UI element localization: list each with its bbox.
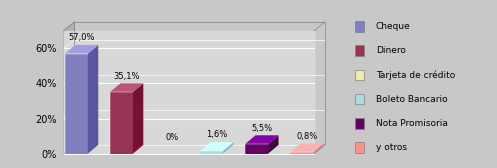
Polygon shape [223,142,234,154]
Polygon shape [65,54,88,154]
Polygon shape [88,45,98,154]
Polygon shape [245,144,268,154]
Text: Boleto Bancario: Boleto Bancario [376,95,447,104]
Polygon shape [74,22,325,145]
Polygon shape [64,22,74,154]
Text: Dinero: Dinero [376,46,406,55]
Polygon shape [64,31,314,154]
Polygon shape [355,45,364,56]
Polygon shape [110,83,143,92]
Polygon shape [290,152,313,154]
Polygon shape [64,145,325,154]
Polygon shape [133,83,143,154]
Polygon shape [245,135,278,144]
Text: 35,1%: 35,1% [113,72,140,81]
Polygon shape [355,70,364,80]
Polygon shape [290,143,324,152]
Polygon shape [268,135,278,154]
Text: Tarjeta de crédito: Tarjeta de crédito [376,70,455,80]
Text: 0%: 0% [165,133,178,142]
Polygon shape [200,142,234,151]
Text: 0,8%: 0,8% [296,132,318,141]
Text: 57,0%: 57,0% [68,33,95,42]
Polygon shape [355,142,364,153]
Polygon shape [65,45,98,54]
Polygon shape [200,151,223,154]
Polygon shape [355,118,364,129]
Polygon shape [355,94,364,104]
Text: Nota Promisoria: Nota Promisoria [376,119,448,128]
Polygon shape [313,143,324,154]
Text: Cheque: Cheque [376,22,411,31]
Text: 1,6%: 1,6% [206,131,228,139]
Polygon shape [110,92,133,154]
Polygon shape [355,21,364,32]
Text: y otros: y otros [376,143,407,152]
Text: 5,5%: 5,5% [251,124,272,133]
